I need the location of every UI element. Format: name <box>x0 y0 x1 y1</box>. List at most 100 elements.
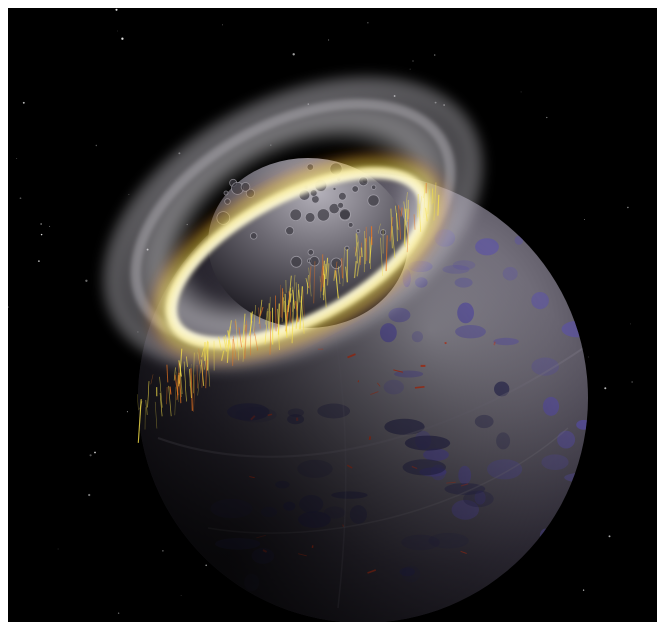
crater <box>347 222 354 228</box>
ejecta-filament <box>159 392 163 417</box>
ejecta-filament <box>232 335 237 360</box>
ejecta-filament <box>225 334 228 347</box>
ejecta-filament <box>223 336 228 352</box>
crater <box>290 255 303 268</box>
ejecta-filament <box>198 348 201 374</box>
ejecta-filament <box>325 257 329 280</box>
artwork-frame <box>8 8 657 622</box>
ejecta-filament <box>427 189 431 215</box>
crater <box>289 208 302 222</box>
star <box>117 30 118 32</box>
crater <box>338 208 351 221</box>
ejecta-filament <box>288 300 291 340</box>
collision-scene <box>8 8 633 622</box>
ejecta-filament <box>322 266 327 308</box>
crater <box>304 212 316 223</box>
ejecta-filament <box>337 266 341 285</box>
ejecta-filament <box>309 266 312 289</box>
star <box>162 550 164 552</box>
ejecta-filament <box>242 313 246 343</box>
ejecta-filament <box>244 324 248 359</box>
ejecta-filament <box>253 304 257 332</box>
ejecta-filament <box>204 340 208 370</box>
star <box>40 233 43 236</box>
star <box>582 589 585 591</box>
ejecta-filament <box>299 286 304 330</box>
ejecta-filament <box>284 300 287 333</box>
ejecta-filament <box>190 368 194 411</box>
crater <box>367 194 380 207</box>
ejecta-filament <box>354 241 359 257</box>
star <box>85 279 88 282</box>
star <box>37 260 40 263</box>
ejecta-filament <box>136 394 139 411</box>
ejecta-filament <box>253 326 256 337</box>
crater <box>379 229 387 236</box>
ejecta-filament <box>396 213 398 242</box>
ejecta-filament <box>403 208 407 245</box>
star <box>222 24 223 26</box>
ejecta-filament <box>205 360 208 389</box>
star <box>128 194 130 196</box>
ejecta-filament <box>302 289 305 317</box>
ejecta-filament <box>193 374 196 412</box>
ejecta-filament <box>154 401 158 429</box>
star <box>630 323 632 325</box>
star <box>180 594 182 596</box>
ejecta-filament <box>431 188 433 205</box>
crater <box>224 198 231 205</box>
ejecta-filament <box>274 295 277 332</box>
ejecta-filament <box>320 267 325 292</box>
ejecta-filament <box>289 293 292 303</box>
crater <box>337 201 345 209</box>
ejecta-filament <box>137 399 142 443</box>
ejecta-filament <box>326 263 330 286</box>
star <box>49 225 51 227</box>
ejecta-filament <box>406 208 409 222</box>
ejecta-filament <box>159 376 163 408</box>
star <box>631 381 633 383</box>
ejecta-filament <box>206 341 209 371</box>
crater <box>328 203 340 215</box>
ejecta-filament <box>432 187 434 204</box>
surface-patch <box>567 261 586 269</box>
ejecta-filament <box>306 282 308 294</box>
ejecta-filament <box>249 311 253 336</box>
ejecta-filament <box>174 386 177 416</box>
star <box>126 411 128 413</box>
ejecta-filament <box>197 364 201 396</box>
crater <box>351 185 359 193</box>
star <box>95 144 98 147</box>
ejecta-filament <box>284 293 288 338</box>
ejecta-filament <box>228 320 232 338</box>
ejecta-filament <box>145 399 148 415</box>
ejecta-filament <box>437 194 440 216</box>
ejecta-filament <box>201 353 204 367</box>
ejecta-filament <box>264 311 269 345</box>
ejecta-filament <box>369 236 371 270</box>
ejecta-filament <box>254 333 259 351</box>
ejecta-filament <box>291 300 295 344</box>
ejecta-filament <box>319 275 322 298</box>
star <box>412 60 414 62</box>
ejecta-filament <box>227 330 232 349</box>
star <box>583 218 586 221</box>
ejecta-filament <box>356 256 361 277</box>
star <box>604 387 607 390</box>
ejecta-filament <box>413 214 416 230</box>
ejecta-filament <box>423 184 426 199</box>
ejecta-filament <box>197 352 200 365</box>
ejecta-filament <box>391 225 396 259</box>
star <box>367 22 369 24</box>
ejecta-filament <box>300 296 305 334</box>
ejecta-filament <box>281 288 283 318</box>
crater <box>223 190 229 196</box>
ejecta-filament <box>259 306 264 316</box>
crater <box>285 226 295 236</box>
ejecta-filament <box>418 203 422 232</box>
crater <box>240 182 251 192</box>
ejecta-filament <box>238 327 243 348</box>
ejecta-filament <box>400 207 403 217</box>
star <box>205 564 208 567</box>
ejecta-filament <box>269 311 272 355</box>
